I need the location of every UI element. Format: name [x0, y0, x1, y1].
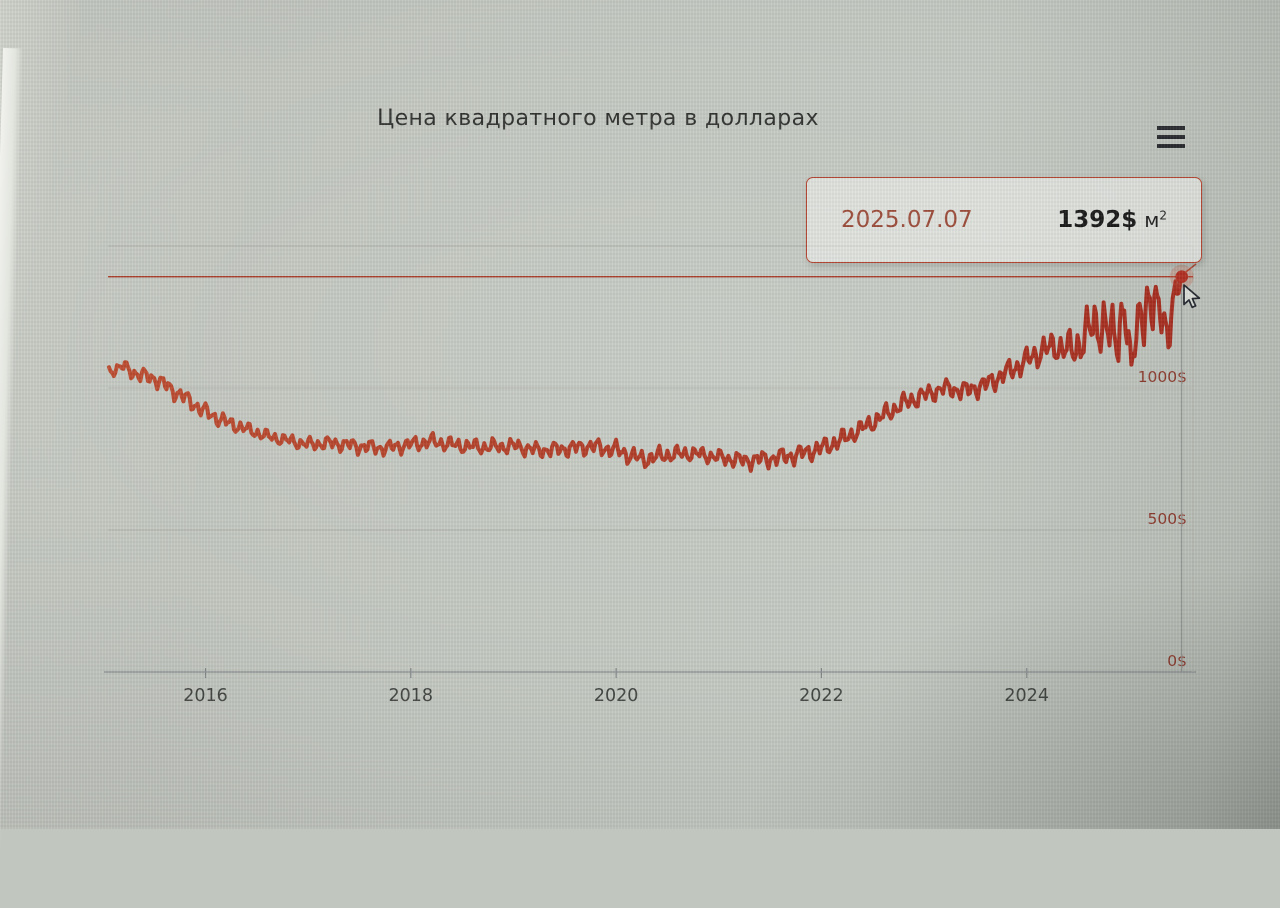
hovered-point-marker — [1175, 270, 1189, 283]
x-axis-label: 2022 — [799, 686, 844, 706]
x-axis-label: 2018 — [389, 686, 434, 706]
hamburger-icon — [1157, 144, 1185, 148]
tooltip-unit: м2 — [1144, 208, 1167, 232]
chart-title: Цена квадратного метра в долларах — [377, 106, 819, 131]
y-axis-label: 0$ — [1167, 652, 1187, 670]
x-axis-label: 2020 — [594, 686, 639, 706]
y-axis-label: 1000$ — [1138, 368, 1187, 386]
hamburger-icon — [1157, 135, 1185, 139]
x-axis-label: 2016 — [183, 686, 228, 706]
tooltip-value: 1392$ — [1057, 207, 1138, 233]
price-chart-plot[interactable]: 2016 2018 2020 2022 2024 0$ 500$ 1000$ — [0, 0, 1280, 829]
hamburger-icon — [1157, 126, 1185, 130]
y-axis-label: 500$ — [1148, 510, 1187, 528]
price-line-series — [107, 274, 1184, 473]
x-axis-label: 2024 — [1004, 686, 1049, 706]
chart-tooltip: 2025.07.07 1392$ м2 — [806, 177, 1202, 263]
tooltip-date: 2025.07.07 — [841, 207, 973, 233]
chart-context-menu-button[interactable] — [1157, 126, 1187, 148]
